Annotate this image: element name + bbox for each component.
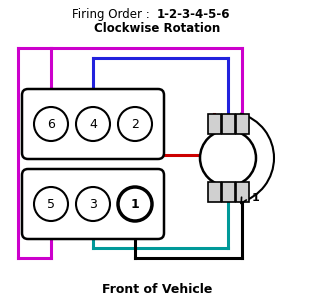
Bar xyxy=(236,182,249,202)
FancyBboxPatch shape xyxy=(22,89,164,159)
Circle shape xyxy=(118,187,152,221)
Text: Firing Order :: Firing Order : xyxy=(72,8,157,21)
Circle shape xyxy=(34,107,68,141)
Text: 4: 4 xyxy=(89,118,97,130)
Bar xyxy=(208,114,221,134)
Text: 1-2-3-4-5-6: 1-2-3-4-5-6 xyxy=(157,8,230,21)
Bar xyxy=(208,182,221,202)
Circle shape xyxy=(34,187,68,221)
Text: 2: 2 xyxy=(131,118,139,130)
Text: 1: 1 xyxy=(252,193,260,203)
Circle shape xyxy=(76,107,110,141)
Text: 1: 1 xyxy=(131,197,139,211)
Circle shape xyxy=(118,107,152,141)
Bar xyxy=(222,114,235,134)
Circle shape xyxy=(200,130,256,186)
Text: 3: 3 xyxy=(89,197,97,211)
Text: 6: 6 xyxy=(47,118,55,130)
Bar xyxy=(236,114,249,134)
Circle shape xyxy=(76,187,110,221)
Text: Clockwise Rotation: Clockwise Rotation xyxy=(94,22,220,35)
Bar xyxy=(222,182,235,202)
Text: 5: 5 xyxy=(47,197,55,211)
Text: Front of Vehicle: Front of Vehicle xyxy=(102,283,212,296)
FancyBboxPatch shape xyxy=(22,169,164,239)
